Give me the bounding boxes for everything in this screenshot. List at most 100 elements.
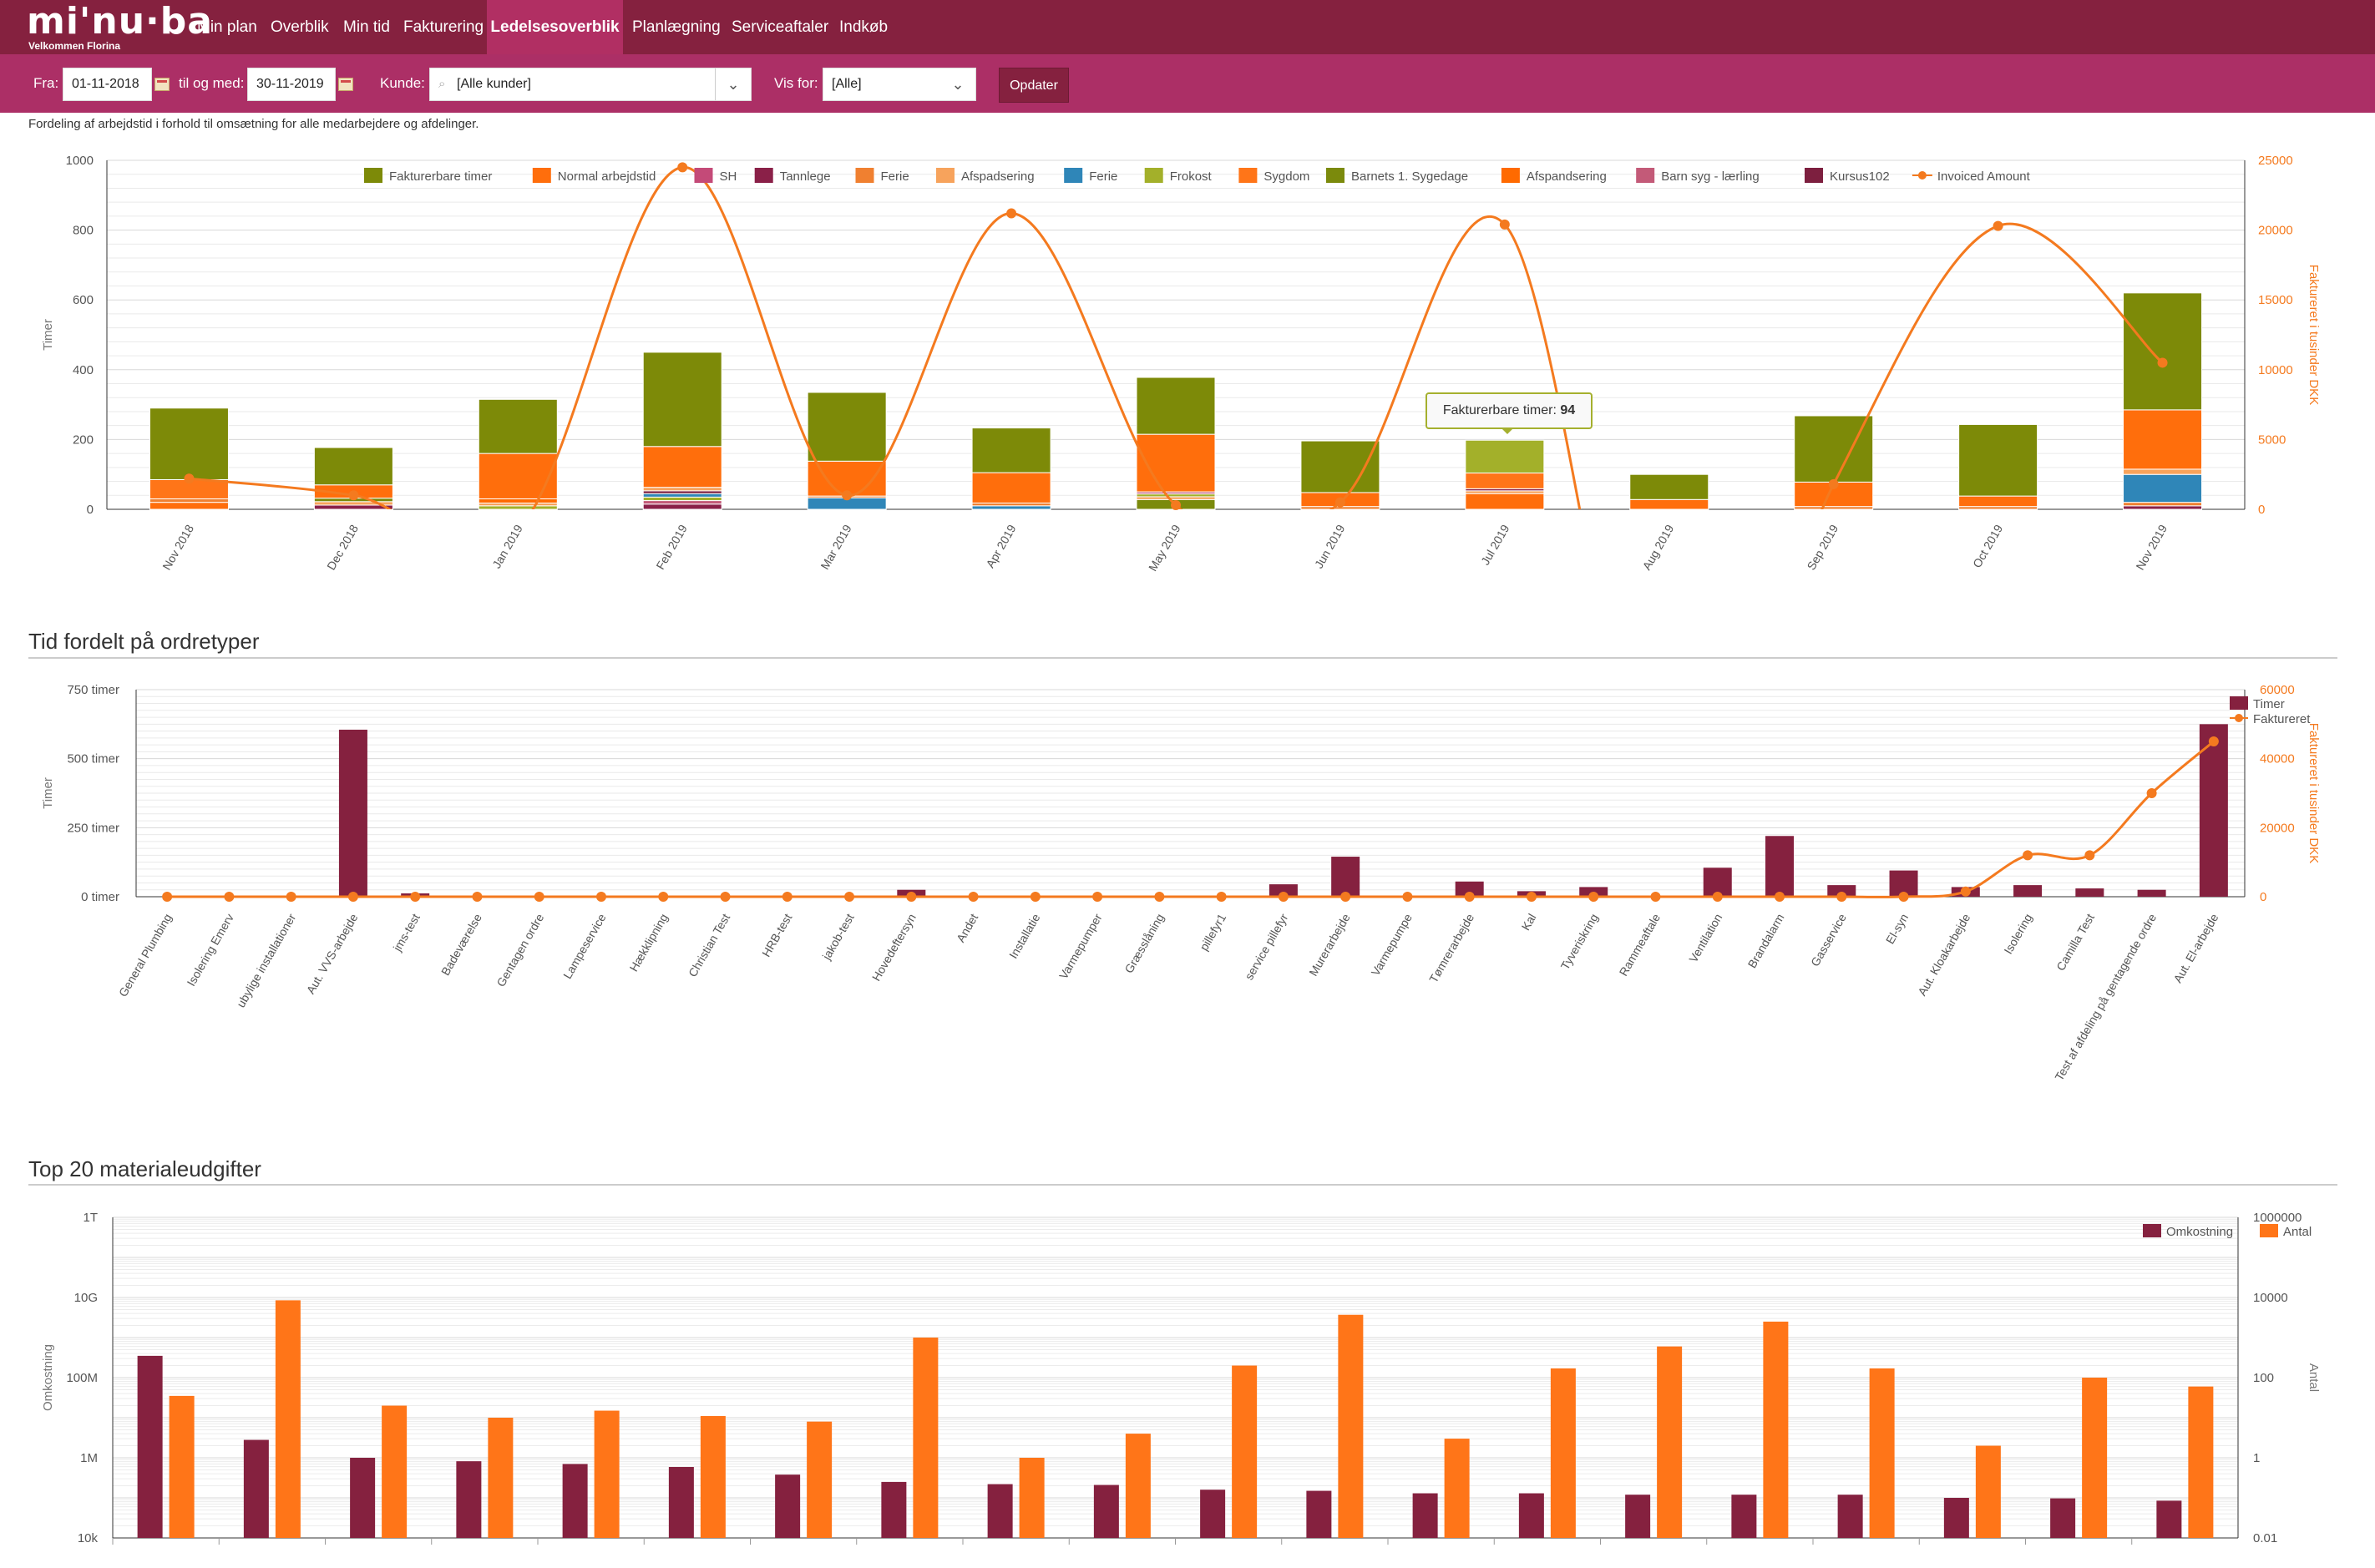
welcome-text: Velkommen Florina [28, 40, 121, 52]
timer-bar [1765, 836, 1795, 897]
search-icon: ⌕ [438, 77, 446, 91]
y2-axis-title: Faktureret i tusinder DKK [2307, 265, 2321, 405]
x-tick-label: Nov 2019 [2133, 522, 2170, 572]
filter-bar: Fra: 01-11-2018 til og med: 30-11-2019 K… [0, 54, 2375, 113]
omkostning-bar [987, 1484, 1013, 1538]
nav-item-fakturering[interactable]: Fakturering [403, 18, 484, 36]
chart-tooltip: Fakturerbare timer: 94 [1426, 392, 1593, 429]
nav-item-min-tid[interactable]: Min tid [343, 18, 390, 36]
x-tick-label: Græsslåning [1122, 912, 1167, 976]
legend-point-symbol [1917, 171, 1927, 180]
customer-select[interactable]: ⌕ [Alle kunder] ⌄ [429, 68, 752, 101]
stacked-bar-segment [1465, 473, 1545, 489]
materials-chart: 10k 1M 100M 10G 1T 0.01 1 100 10000 1000000 Omkost… [41, 1211, 2321, 1545]
y-tick-label: 1M [80, 1451, 98, 1465]
nav-item-planlaegning[interactable]: Planlægning [632, 18, 721, 36]
legend-swatch [1501, 168, 1520, 183]
stacked-bar-segment [2123, 468, 2203, 475]
antal-bar [1869, 1368, 1895, 1538]
faktureret-point [2146, 788, 2157, 798]
x-tick-label: Dec 2018 [324, 522, 361, 572]
legend-swatch [1636, 168, 1655, 183]
stacked-bar-segment [642, 496, 722, 502]
chevron-down-icon[interactable]: ⌄ [715, 68, 751, 100]
x-tick-label: Feb 2019 [653, 522, 690, 571]
faktureret-point [472, 892, 483, 902]
stacked-bar-segment [642, 446, 722, 488]
update-button[interactable]: Opdater [999, 68, 1069, 103]
nav-item-min-plan[interactable]: Min plan [197, 18, 257, 36]
x-tick-label: Nov 2018 [160, 522, 196, 572]
legend-label: Afspandsering [1527, 169, 1607, 184]
legend-label: Invoiced Amount [1937, 169, 2031, 184]
y-tick-label: 1T [83, 1211, 98, 1225]
nav-item-overblik[interactable]: Overblik [271, 18, 329, 36]
ordertypes-chart: 0 timer 250 timer 500 timer 750 timer 0 20000… [41, 683, 2321, 1083]
legend-swatch [936, 168, 955, 183]
omkostning-bar [456, 1461, 482, 1538]
y2-tick-label: 1 [2253, 1451, 2260, 1465]
omkostning-bar [775, 1474, 801, 1538]
show-for-select[interactable]: [Alle] ⌄ [823, 68, 976, 101]
x-tick-label: Badeværelse [438, 911, 484, 978]
invoiced-amount-point [1993, 220, 2003, 231]
x-tick-label: Gentagen ordre [494, 911, 546, 989]
legend-label: SH [720, 169, 737, 184]
y-tick-label: 1000 [66, 154, 94, 168]
antal-bar [2082, 1378, 2108, 1538]
x-tick-label: Hovedeftersyn [869, 912, 919, 984]
y2-tick-label: 40000 [2260, 752, 2295, 766]
faktureret-point [1775, 892, 1785, 902]
omkostning-bar [562, 1464, 588, 1538]
y-tick-label: 100M [66, 1371, 98, 1385]
x-tick-label: Sep 2019 [1804, 522, 1841, 572]
from-calendar-icon[interactable] [154, 78, 170, 91]
stacked-bar-segment [2123, 409, 2203, 470]
faktureret-point [1216, 892, 1227, 902]
legend-label: Timer [2253, 697, 2285, 711]
section-divider [28, 1184, 2337, 1186]
timer-bar [1269, 884, 1298, 897]
nav-item-serviceaftaler[interactable]: Serviceaftaler [732, 18, 829, 36]
minuba-logo[interactable]: mi'nu·ba Velkommen Florina [27, 3, 213, 53]
chevron-down-icon[interactable]: ⌄ [951, 76, 965, 93]
nav-item-ledelsesoverblik[interactable]: Ledelsesoverblik [487, 0, 623, 54]
antal-bar [1444, 1439, 1470, 1538]
from-date-input[interactable]: 01-11-2018 [63, 68, 152, 101]
antal-bar [1657, 1346, 1683, 1538]
y2-tick-label: 0 [2260, 890, 2266, 904]
y-tick-label: 600 [73, 293, 94, 307]
faktureret-point [1526, 892, 1537, 902]
faktureret-point [658, 892, 669, 902]
x-tick-label: ubylige installationer [234, 911, 298, 1009]
faktureret-point [906, 892, 917, 902]
y-tick-label: 750 timer [67, 683, 119, 697]
timer-bar [2137, 889, 2166, 897]
legend-swatch [2260, 1224, 2278, 1237]
legend-label: Afspadsering [961, 169, 1035, 184]
x-tick-label: Varmepumper [1056, 911, 1105, 981]
to-calendar-icon[interactable] [338, 78, 353, 91]
omkostning-bar [881, 1481, 907, 1538]
x-tick-label: Kal [1519, 912, 1539, 933]
antal-bar [1232, 1365, 1258, 1538]
legend-point-symbol [2235, 714, 2243, 722]
y2-tick-label: 10000 [2253, 1291, 2288, 1305]
omkostning-bar [350, 1458, 376, 1538]
customer-label: Kunde: [380, 75, 425, 91]
faktureret-point [1340, 892, 1351, 902]
to-date-input[interactable]: 30-11-2019 [247, 68, 336, 101]
legend-swatch [364, 168, 382, 183]
nav-item-indkob[interactable]: Indkøb [839, 18, 889, 36]
y2-tick-label: 0.01 [2253, 1531, 2277, 1545]
antal-bar [488, 1418, 514, 1538]
antal-bar [700, 1416, 726, 1538]
antal-bar [807, 1421, 833, 1538]
stacked-bar-segment [2123, 473, 2203, 503]
materials-section-title: Top 20 materialeudgifter [28, 1156, 261, 1181]
x-tick-label: jms-test [390, 911, 423, 953]
timer-bar [2013, 885, 2043, 897]
omkostning-bar [1412, 1493, 1438, 1538]
invoiced-amount-point [2157, 357, 2168, 368]
antal-bar [1338, 1314, 1364, 1538]
